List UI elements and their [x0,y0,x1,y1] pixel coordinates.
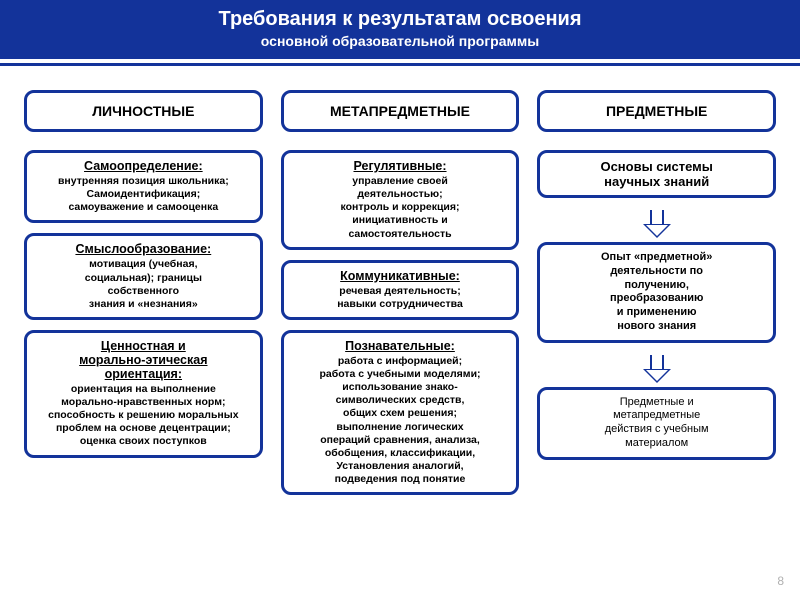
card-body: работа с информацией; работа с учебными … [290,355,511,486]
page-subtitle: основной образовательной программы [0,33,800,49]
card-meaning-making: Смыслообразование: мотивация (учебная, с… [24,233,263,320]
page-number: 8 [777,574,784,588]
card-text: Предметные и метапредметные действия с у… [546,396,767,451]
col2-head: МЕТАПРЕДМЕТНЫЕ [281,90,520,132]
card-body: речевая деятельность; навыки сотрудничес… [290,285,511,311]
column-personal: ЛИЧНОСТНЫЕ Самоопределение: внутренняя п… [24,90,263,505]
card-body: управление своей деятельностью; контроль… [290,175,511,241]
header-banner: Требования к результатам освоения основн… [0,0,800,59]
card-title: Коммуникативные: [290,269,511,283]
card-title: Смыслообразование: [33,242,254,256]
columns-container: ЛИЧНОСТНЫЕ Самоопределение: внутренняя п… [0,66,800,505]
card-title: Ценностная и морально-этическая ориентац… [33,339,254,381]
card-communicative: Коммуникативные: речевая деятельность; н… [281,260,520,320]
arrow-down-icon [643,355,671,383]
card-scientific-basis: Основы системы научных знаний [537,150,776,198]
card-subject-actions: Предметные и метапредметные действия с у… [537,387,776,460]
col3-head: ПРЕДМЕТНЫЕ [537,90,776,132]
card-body: мотивация (учебная, социальная); границы… [33,258,254,311]
page-title: Требования к результатам освоения [0,8,800,31]
card-title: Регулятивные: [290,159,511,173]
card-title: Познавательные: [290,339,511,353]
card-cognitive: Познавательные: работа с информацией; ра… [281,330,520,495]
column-meta: МЕТАПРЕДМЕТНЫЕ Регулятивные: управление … [281,90,520,505]
col1-head: ЛИЧНОСТНЫЕ [24,90,263,132]
card-value-orientation: Ценностная и морально-этическая ориентац… [24,330,263,458]
card-body: внутренняя позиция школьника; Самоиденти… [33,175,254,214]
card-text: Основы системы научных знаний [546,159,767,189]
card-subject-experience: Опыт «предметной» деятельности по получе… [537,242,776,343]
card-regulatory: Регулятивные: управление своей деятельно… [281,150,520,250]
arrow-down-icon [643,210,671,238]
card-text: Опыт «предметной» деятельности по получе… [546,251,767,334]
card-self-determination: Самоопределение: внутренняя позиция школ… [24,150,263,223]
card-body: ориентация на выполнение морально-нравст… [33,383,254,449]
column-subject: ПРЕДМЕТНЫЕ Основы системы научных знаний… [537,90,776,505]
card-title: Самоопределение: [33,159,254,173]
